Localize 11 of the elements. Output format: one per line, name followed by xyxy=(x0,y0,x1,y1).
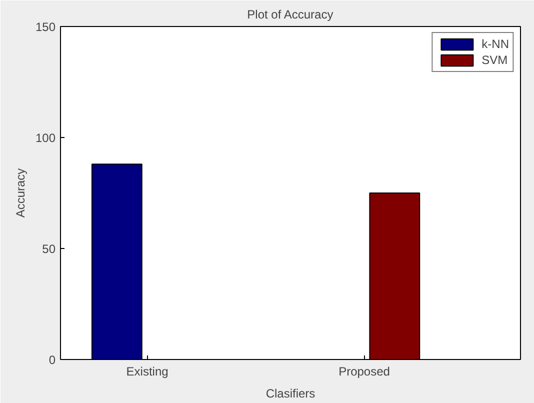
x-tick-label: Existing xyxy=(126,364,168,378)
chart-title: Plot of Accuracy xyxy=(247,8,334,22)
y-axis-title: Accuracy xyxy=(13,168,28,218)
y-tick-label: 0 xyxy=(48,353,56,367)
legend-label: k-NN xyxy=(482,37,509,51)
x-axis-title: Clasifiers xyxy=(266,386,316,400)
y-tick-label: 100 xyxy=(35,131,56,145)
legend-label: SVM xyxy=(482,53,508,67)
x-tick-label: Proposed xyxy=(338,364,390,378)
y-tick-label: 50 xyxy=(42,242,56,256)
y-tick-label: 150 xyxy=(35,20,56,34)
